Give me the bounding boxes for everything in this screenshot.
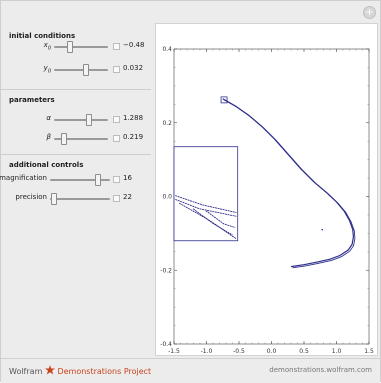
x-tick-label: -1.5 <box>168 348 180 355</box>
alpha-label: α <box>46 114 51 122</box>
inset-attractor-strand <box>205 210 236 229</box>
slider-row-beta: β 0.219 <box>1 133 151 145</box>
inset-attractor-strand <box>175 195 237 213</box>
top-bar: + <box>1 1 380 23</box>
divider <box>1 89 151 90</box>
alpha-slider-track[interactable] <box>54 119 108 121</box>
y-tick-label: -0.2 <box>160 267 172 274</box>
beta-expand-plus[interactable] <box>113 135 120 142</box>
precision-label: precision <box>15 193 47 201</box>
slider-row-x0: x0 −0.48 <box>1 41 151 53</box>
x0-value: −0.48 <box>123 41 145 49</box>
y0-label: y0 <box>43 64 51 75</box>
x0-expand-plus[interactable] <box>113 43 120 50</box>
wolfram-label: Wolfram <box>9 367 45 376</box>
y-tick-label: -0.4 <box>160 341 172 348</box>
magnification-slider-thumb[interactable] <box>95 174 101 186</box>
x-tick-label: 0.0 <box>267 348 277 355</box>
plot-panel: -1.5 -1.0 -0.5 0.0 0.5 1.0 1.5 -0.4 -0.2 0.0 0.2 0.… <box>155 23 378 356</box>
y-tick-label: 0.0 <box>162 194 172 201</box>
wolfram-spikey-logo-icon <box>44 365 55 375</box>
precision-slider-track[interactable] <box>50 198 110 200</box>
x0-slider-thumb[interactable] <box>67 41 73 53</box>
precision-slider-thumb[interactable] <box>51 193 57 205</box>
x0-slider-track[interactable] <box>54 46 108 48</box>
zoom-region-box <box>220 96 228 104</box>
y0-expand-plus[interactable] <box>113 66 120 73</box>
section-title-initial-conditions: initial conditions <box>9 32 76 40</box>
beta-label: β <box>46 133 51 141</box>
controls-panel: initial conditions x0 −0.48 y0 0.032 par… <box>0 23 151 356</box>
section-title-additional-controls: additional controls <box>9 161 84 169</box>
y0-slider-thumb[interactable] <box>83 64 89 76</box>
x-tick-label: 0.5 <box>299 348 309 355</box>
section-title-parameters: parameters <box>9 96 55 104</box>
precision-expand-plus[interactable] <box>113 195 120 202</box>
x0-label: x0 <box>43 41 51 52</box>
magnification-expand-plus[interactable] <box>113 176 120 183</box>
slider-row-magnification: magnification 16 <box>0 174 151 186</box>
attractor-band-inner <box>224 99 356 269</box>
add-plus-button[interactable]: + <box>363 6 376 19</box>
divider <box>1 154 151 155</box>
brand: Wolfram Demonstrations Project <box>9 365 151 376</box>
demonstrations-project-label: Demonstrations Project <box>57 367 152 376</box>
slider-row-alpha: α 1.288 <box>1 114 151 126</box>
alpha-value: 1.288 <box>123 114 144 122</box>
slider-row-precision: precision 22 <box>1 193 151 205</box>
inset-attractor-strand <box>175 198 237 217</box>
y-tick-label: 0.2 <box>162 120 172 127</box>
attractor-plot: -1.5 -1.0 -0.5 0.0 0.5 1.0 1.5 -0.4 -0.2 0.0 0.2 0.… <box>160 46 374 355</box>
beta-slider-track[interactable] <box>54 138 108 140</box>
x-tick-label: 1.0 <box>332 348 342 355</box>
x-tick-label: -0.5 <box>233 348 245 355</box>
y0-slider-track[interactable] <box>54 69 108 71</box>
slider-row-y0: y0 0.032 <box>1 64 151 76</box>
beta-value: 0.219 <box>123 133 144 141</box>
y-tick-label: 0.4 <box>162 46 172 53</box>
footer: Wolfram Demonstrations Project demonstra… <box>1 358 380 383</box>
magnification-value: 16 <box>123 174 132 182</box>
site-link[interactable]: demonstrations.wolfram.com <box>269 366 372 374</box>
y0-value: 0.032 <box>123 64 144 72</box>
attractor-dot <box>321 228 323 231</box>
beta-slider-thumb[interactable] <box>61 133 67 145</box>
magnified-inset <box>173 146 239 242</box>
precision-value: 22 <box>123 193 132 201</box>
inset-attractor-strand <box>192 208 233 236</box>
x-tick-label: 1.5 <box>364 348 374 355</box>
magnification-slider-track[interactable] <box>50 179 110 181</box>
x-tick-label: -1.0 <box>201 348 213 355</box>
alpha-slider-thumb[interactable] <box>86 114 92 126</box>
alpha-expand-plus[interactable] <box>113 116 120 123</box>
magnification-label: magnification <box>0 174 47 182</box>
attractor-band <box>222 98 355 268</box>
